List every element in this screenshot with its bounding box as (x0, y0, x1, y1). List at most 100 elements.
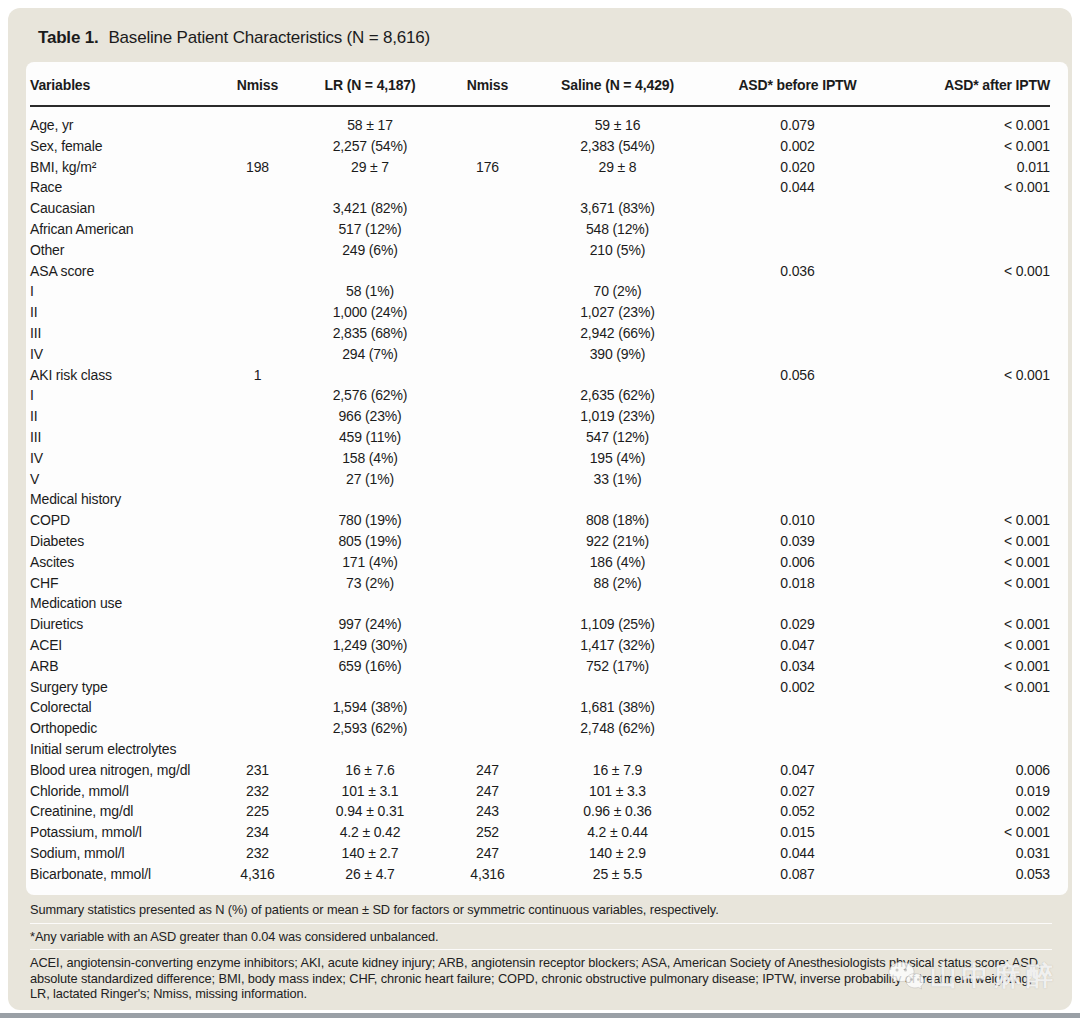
table-cell (290, 677, 450, 698)
table-cell (885, 448, 1050, 469)
table-row: Diuretics997 (24%)1,109 (25%)0.029< 0.00… (30, 614, 1050, 635)
row-label: Caucasian (30, 198, 225, 219)
table-cell (225, 261, 290, 282)
table-cell (225, 323, 290, 344)
table-cell: < 0.001 (885, 106, 1050, 136)
row-label: Initial serum electrolytes (30, 739, 225, 760)
table-cell: 25 ± 5.5 (525, 864, 710, 885)
table-cell: 1,000 (24%) (290, 302, 450, 323)
table-cell (450, 344, 525, 365)
table-row: V27 (1%)33 (1%) (30, 469, 1050, 490)
row-label: AKI risk class (30, 365, 225, 386)
table-cell (710, 489, 885, 510)
table-cell: 2,383 (54%) (525, 136, 710, 157)
row-label: IV (30, 448, 225, 469)
table-cell: < 0.001 (885, 365, 1050, 386)
table-cell: 0.047 (710, 760, 885, 781)
table-row: IV158 (4%)195 (4%) (30, 448, 1050, 469)
table-cell: < 0.001 (885, 677, 1050, 698)
footnotes: Summary statistics presented as N (%) of… (30, 897, 1052, 1007)
table-row: II966 (23%)1,019 (23%) (30, 406, 1050, 427)
table-cell (710, 697, 885, 718)
table-cell: 780 (19%) (290, 510, 450, 531)
row-label: Diuretics (30, 614, 225, 635)
table-cell (225, 510, 290, 531)
table-cell: 1,594 (38%) (290, 697, 450, 718)
table-cell: 140 ± 2.9 (525, 843, 710, 864)
table-cell (290, 365, 450, 386)
table-cell: 0.053 (885, 864, 1050, 885)
table-cell: 4.2 ± 0.44 (525, 822, 710, 843)
table-row: African American517 (12%)548 (12%) (30, 219, 1050, 240)
table-cell: 547 (12%) (525, 427, 710, 448)
table-cell (885, 281, 1050, 302)
table-number: Table 1. (38, 28, 98, 47)
table-cell: 88 (2%) (525, 573, 710, 594)
table-cell: < 0.001 (885, 822, 1050, 843)
table-cell: 0.94 ± 0.31 (290, 801, 450, 822)
table-row: II1,000 (24%)1,027 (23%) (30, 302, 1050, 323)
table-row: Medical history (30, 489, 1050, 510)
table-row: Sex, female2,257 (54%)2,383 (54%)0.002< … (30, 136, 1050, 157)
table-cell (225, 718, 290, 739)
table-cell (225, 219, 290, 240)
table-cell (225, 240, 290, 261)
table-cell: < 0.001 (885, 531, 1050, 552)
table-cell: 33 (1%) (525, 469, 710, 490)
table-cell: 0.029 (710, 614, 885, 635)
column-header: ASD* before IPTW (710, 66, 885, 106)
table-cell: 1,417 (32%) (525, 635, 710, 656)
table-cell: 390 (9%) (525, 344, 710, 365)
table-cell: 2,748 (62%) (525, 718, 710, 739)
table-cell: 0.052 (710, 801, 885, 822)
table-row: ARB659 (16%)752 (17%)0.034< 0.001 (30, 656, 1050, 677)
table-cell (885, 323, 1050, 344)
table-cell (525, 739, 710, 760)
table-cell: 26 ± 4.7 (290, 864, 450, 885)
table-row: Bicarbonate, mmol/l4,31626 ± 4.74,31625 … (30, 864, 1050, 885)
table-cell: 225 (225, 801, 290, 822)
table-cell: 0.044 (710, 843, 885, 864)
table-cell: 2,835 (68%) (290, 323, 450, 344)
table-cell (450, 198, 525, 219)
table-cell (885, 219, 1050, 240)
row-label: II (30, 406, 225, 427)
table-row: Surgery type0.002< 0.001 (30, 677, 1050, 698)
table-cell: 195 (4%) (525, 448, 710, 469)
table-cell (885, 697, 1050, 718)
row-label: African American (30, 219, 225, 240)
row-label: Age, yr (30, 106, 225, 136)
table-row: Chloride, mmol/l232101 ± 3.1247101 ± 3.3… (30, 781, 1050, 802)
table-cell (225, 281, 290, 302)
table-header-row: VariablesNmissLR (N = 4,187)NmissSaline … (30, 66, 1050, 106)
table-cell: < 0.001 (885, 573, 1050, 594)
table-cell (225, 677, 290, 698)
table-cell (225, 136, 290, 157)
row-label: Sodium, mmol/l (30, 843, 225, 864)
table-cell (710, 739, 885, 760)
table-row: I2,576 (62%)2,635 (62%) (30, 385, 1050, 406)
table-cell (710, 718, 885, 739)
table-cell: 171 (4%) (290, 552, 450, 573)
table-cell: 922 (21%) (525, 531, 710, 552)
table-card: Table 1.Baseline Patient Characteristics… (8, 8, 1072, 1010)
table-cell (525, 177, 710, 198)
table-cell: 0.039 (710, 531, 885, 552)
table-cell: 805 (19%) (290, 531, 450, 552)
table-cell (885, 718, 1050, 739)
table-cell (225, 697, 290, 718)
table-cell (225, 531, 290, 552)
table-cell (225, 344, 290, 365)
table-cell (885, 469, 1050, 490)
table-cell: 2,257 (54%) (290, 136, 450, 157)
table-cell (710, 427, 885, 448)
table-row: ASA score0.036< 0.001 (30, 261, 1050, 282)
table-cell: < 0.001 (885, 635, 1050, 656)
table-cell (450, 739, 525, 760)
footnote-abbreviations: ACEI, angiotensin-converting enzyme inhi… (30, 949, 1052, 1007)
table-cell (450, 323, 525, 344)
table-cell: < 0.001 (885, 552, 1050, 573)
table-row: I58 (1%)70 (2%) (30, 281, 1050, 302)
table-cell: 966 (23%) (290, 406, 450, 427)
row-label: II (30, 302, 225, 323)
